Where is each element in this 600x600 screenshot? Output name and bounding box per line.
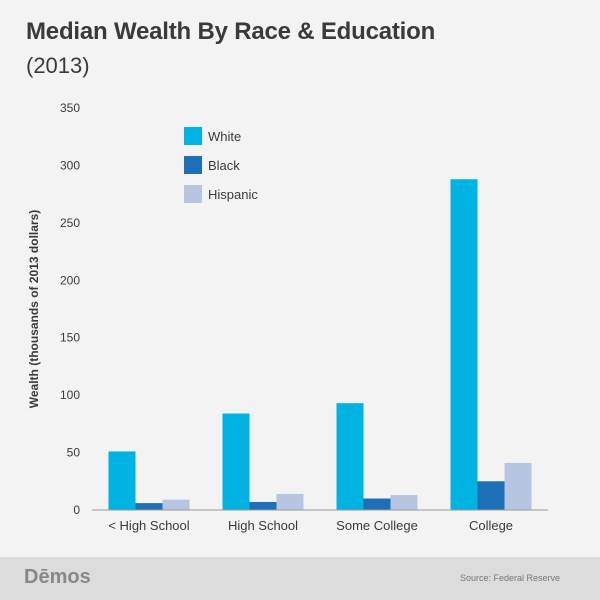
bar-hispanic (162, 499, 190, 510)
y-tick-label: 300 (60, 158, 80, 172)
legend-swatch-black (184, 156, 202, 174)
legend-label-black: Black (208, 158, 240, 173)
bar-hispanic (276, 493, 304, 510)
y-axis-title: Wealth (thousands of 2013 dollars) (27, 210, 41, 408)
bar-white (336, 403, 364, 510)
bar-chart: 0 50 100 150 200 250 300 350 Wealth (thousands o… (27, 101, 548, 533)
y-tick-label: 200 (60, 273, 80, 287)
y-tick-label: 350 (60, 101, 80, 115)
bar-hispanic (504, 462, 532, 510)
legend-label-white: White (208, 129, 241, 144)
legend-swatch-hispanic (184, 185, 202, 203)
bar-white (222, 413, 250, 510)
bar-black (477, 481, 505, 510)
y-tick-label: 0 (73, 503, 80, 517)
legend-swatch-white (184, 127, 202, 145)
x-tick-label: High School (228, 518, 298, 533)
x-tick-label: Some College (336, 518, 418, 533)
bar-white (450, 179, 478, 510)
footer-bar: Dēmos Source: Federal Reserve (0, 557, 600, 600)
chart-subtitle: (2013) (26, 53, 90, 78)
x-tick-label: < High School (108, 518, 189, 533)
demos-logo: Dēmos (24, 566, 91, 588)
y-tick-label: 100 (60, 388, 80, 402)
x-tick-label: College (469, 518, 513, 533)
bar-black (135, 503, 163, 510)
y-tick-label: 50 (67, 446, 81, 460)
bar-black (249, 501, 277, 510)
chart-title: Median Wealth By Race & Education (26, 18, 436, 45)
bar-black (363, 498, 391, 510)
source-note: Source: Federal Reserve (459, 573, 560, 583)
legend-label-hispanic: Hispanic (208, 187, 258, 202)
y-tick-label: 250 (60, 216, 80, 230)
bar-white (108, 451, 136, 510)
y-tick-label: 150 (60, 331, 80, 345)
bar-hispanic (390, 495, 418, 510)
